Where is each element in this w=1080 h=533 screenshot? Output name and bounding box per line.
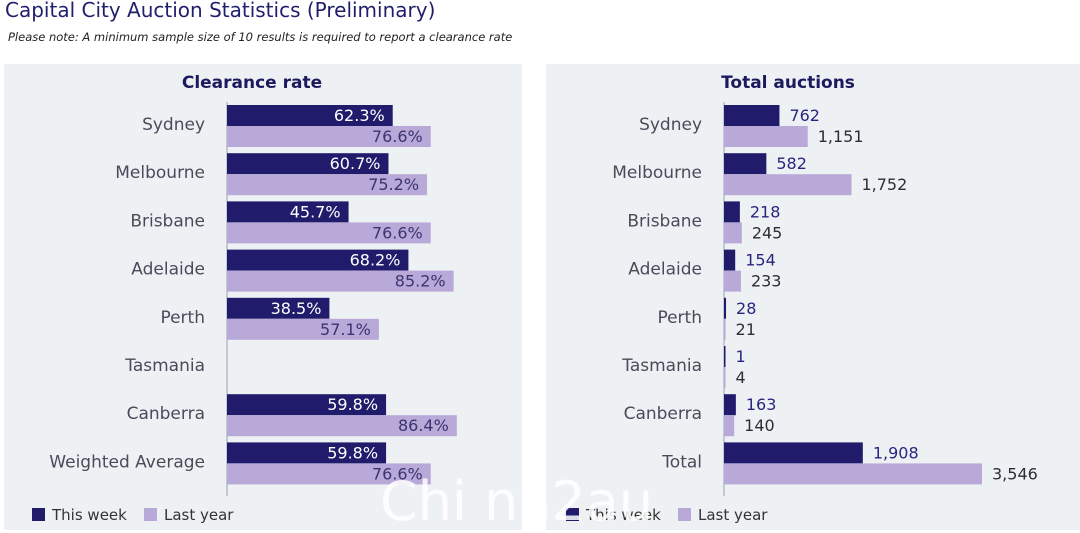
data-label-this-week-adelaide: 68.2%	[350, 251, 401, 270]
data-label-this-week-tasmania: 1	[736, 347, 746, 366]
bar-last-year-weighted-average	[227, 463, 431, 485]
data-label-last-year-total: 3,546	[992, 464, 1038, 483]
category-label-tasmania: Tasmania	[621, 356, 702, 376]
total-auctions-chart: Total auctions Sydney 762 1,151 Melbourne 582…	[566, 73, 1038, 524]
category-label-perth: Perth	[657, 308, 702, 328]
data-label-last-year-adelaide: 85.2%	[395, 272, 446, 291]
bar-last-year-perth	[227, 318, 379, 340]
bar-last-year-tasmania	[724, 367, 726, 388]
category-label-sydney: Sydney	[142, 115, 205, 135]
legend-label-last-year: Last year	[698, 506, 768, 524]
bar-this-week-tasmania	[724, 346, 726, 367]
category-label-weighted-average: Weighted Average	[49, 452, 205, 472]
bar-last-year-adelaide	[724, 270, 741, 292]
data-label-last-year-perth: 21	[736, 320, 756, 339]
data-label-this-week-melbourne: 60.7%	[330, 154, 381, 173]
bar-this-week-melbourne	[227, 153, 389, 175]
category-label-brisbane: Brisbane	[627, 211, 702, 231]
data-label-last-year-sydney: 1,151	[818, 127, 864, 146]
data-label-this-week-adelaide: 154	[745, 251, 776, 270]
category-label-brisbane: Brisbane	[130, 211, 205, 231]
data-label-last-year-brisbane: 76.6%	[372, 223, 423, 242]
data-label-this-week-perth: 38.5%	[271, 299, 322, 318]
data-label-last-year-sydney: 76.6%	[372, 127, 423, 146]
bar-this-week-total	[724, 442, 863, 464]
chart-title: Total auctions	[721, 73, 855, 93]
legend-swatch-this-week	[32, 508, 45, 521]
clearance-rate-chart: Clearance rate Sydney 62.3% 76.6% Melbourne 6…	[32, 73, 457, 524]
data-label-this-week-sydney: 762	[789, 106, 820, 125]
bar-last-year-sydney	[724, 126, 808, 147]
data-label-this-week-perth: 28	[736, 299, 756, 318]
data-label-this-week-canberra: 163	[746, 395, 777, 414]
data-label-last-year-perth: 57.1%	[320, 320, 371, 339]
data-label-this-week-canberra: 59.8%	[327, 395, 378, 414]
category-label-canberra: Canberra	[624, 404, 702, 424]
category-label-sydney: Sydney	[639, 115, 702, 135]
clearance-rate-panel: Clearance rate Sydney 62.3% 76.6% Melbourne 6…	[4, 64, 522, 530]
bar-this-week-sydney	[724, 105, 780, 126]
bar-last-year-canberra	[724, 415, 735, 437]
bar-this-week-adelaide	[724, 249, 736, 271]
bar-this-week-brisbane	[227, 201, 349, 223]
bar-this-week-canberra	[724, 394, 736, 416]
data-label-last-year-weighted-average: 76.6%	[372, 464, 423, 483]
data-label-this-week-sydney: 62.3%	[334, 106, 385, 125]
bar-this-week-canberra	[227, 394, 387, 416]
bar-last-year-melbourne	[724, 174, 852, 196]
category-label-melbourne: Melbourne	[115, 163, 205, 183]
bar-this-week-sydney	[227, 105, 393, 126]
data-label-last-year-adelaide: 233	[751, 272, 782, 291]
data-label-this-week-brisbane: 45.7%	[290, 202, 341, 221]
data-label-last-year-brisbane: 245	[752, 223, 783, 242]
bar-this-week-brisbane	[724, 201, 740, 223]
data-label-this-week-brisbane: 218	[750, 202, 781, 221]
data-label-last-year-canberra: 86.4%	[398, 416, 449, 435]
category-label-adelaide: Adelaide	[628, 260, 702, 280]
bar-last-year-brisbane	[227, 222, 431, 244]
bar-this-week-adelaide	[227, 249, 409, 271]
category-label-tasmania: Tasmania	[124, 356, 205, 376]
page-title: Capital City Auction Statistics (Prelimi…	[5, 0, 436, 22]
category-label-total: Total	[661, 452, 702, 472]
data-label-this-week-total: 1,908	[873, 443, 919, 462]
data-label-last-year-tasmania: 4	[736, 368, 746, 387]
data-label-last-year-melbourne: 75.2%	[368, 175, 419, 194]
data-label-last-year-melbourne: 1,752	[861, 175, 907, 194]
bar-last-year-perth	[724, 318, 726, 340]
legend-swatch-last-year	[144, 508, 157, 521]
category-label-adelaide: Adelaide	[131, 260, 205, 280]
bar-this-week-melbourne	[724, 153, 767, 175]
total-auctions-panel: Total auctions Sydney 762 1,151 Melbourne 582…	[546, 64, 1080, 530]
category-label-melbourne: Melbourne	[612, 163, 702, 183]
category-label-perth: Perth	[160, 308, 205, 328]
legend-label-last-year: Last year	[164, 506, 234, 524]
bar-this-week-perth	[227, 297, 330, 319]
bar-this-week-weighted-average	[227, 442, 387, 464]
legend-swatch-last-year	[678, 508, 691, 521]
legend-swatch-this-week	[566, 508, 579, 521]
category-label-canberra: Canberra	[127, 404, 205, 424]
legend-label-this-week: This week	[51, 506, 127, 524]
bar-last-year-canberra	[227, 415, 457, 437]
bar-last-year-adelaide	[227, 270, 454, 292]
sample-size-note: Please note: A minimum sample size of 10…	[8, 30, 513, 44]
bar-this-week-perth	[724, 297, 727, 319]
bar-last-year-brisbane	[724, 222, 742, 244]
data-label-last-year-canberra: 140	[744, 416, 775, 435]
bar-last-year-total	[724, 463, 982, 485]
bar-last-year-melbourne	[227, 174, 428, 196]
legend-label-this-week: This week	[585, 506, 661, 524]
data-label-this-week-weighted-average: 59.8%	[327, 443, 378, 462]
bar-last-year-sydney	[227, 126, 431, 147]
chart-title: Clearance rate	[182, 73, 322, 93]
data-label-this-week-melbourne: 582	[776, 154, 807, 173]
